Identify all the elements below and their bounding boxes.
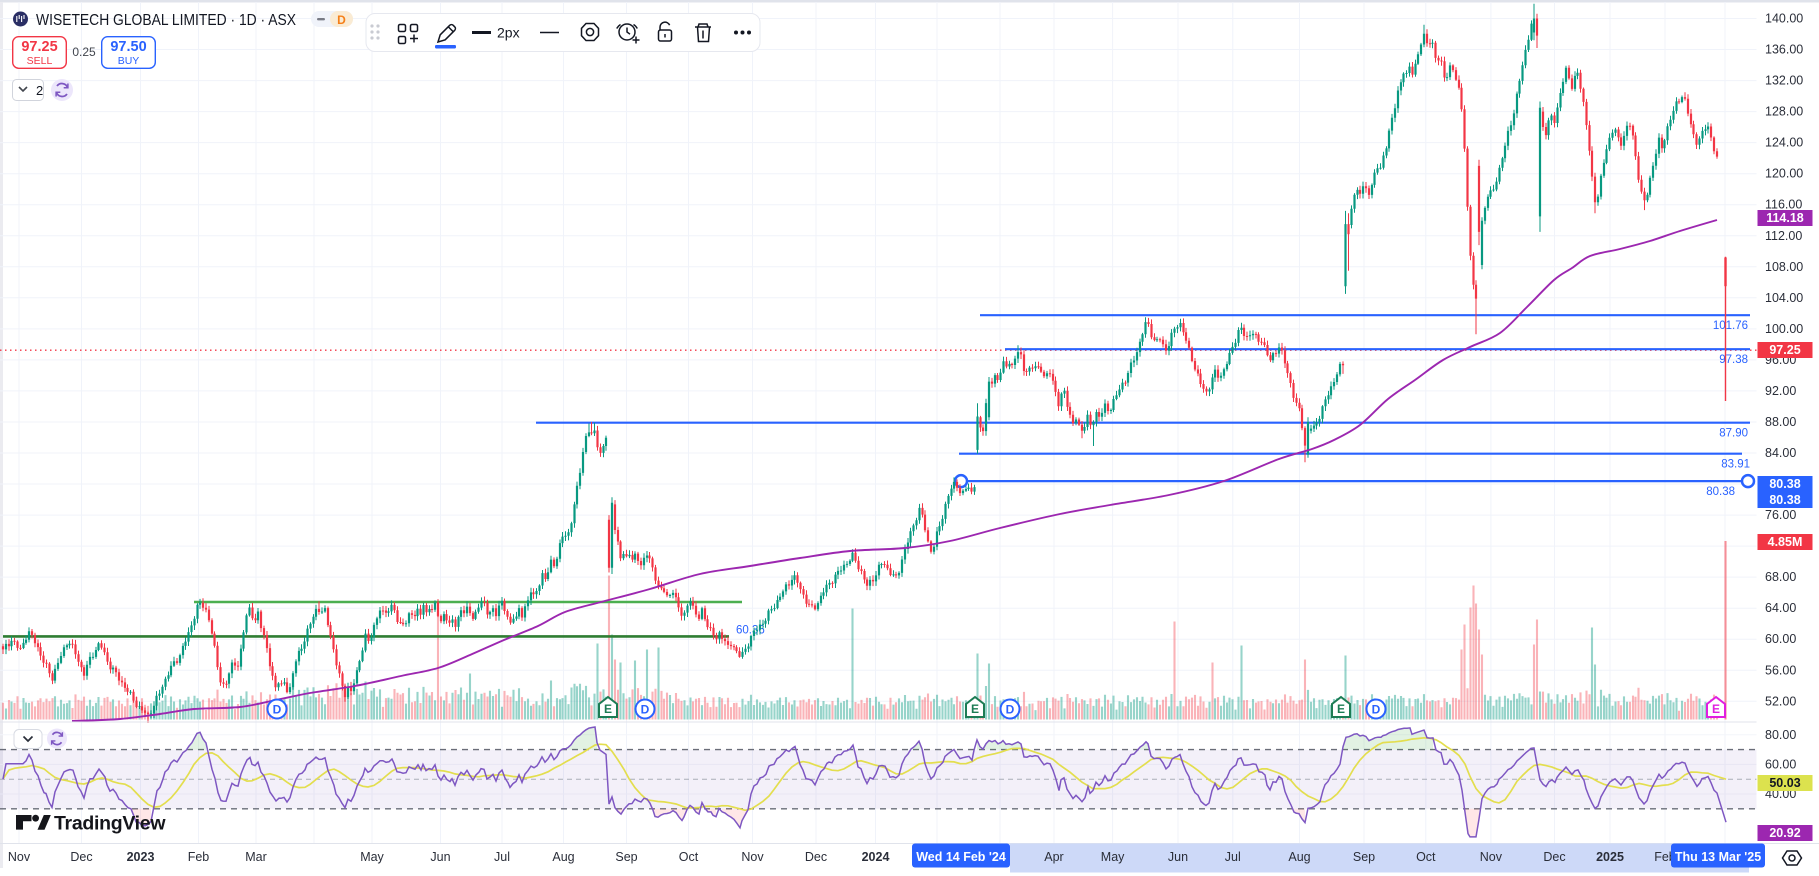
svg-text:May: May [360,850,384,864]
svg-text:2025: 2025 [1596,850,1624,864]
svg-text:88.00: 88.00 [1765,415,1796,429]
svg-text:4.85M: 4.85M [1768,535,1803,549]
svg-text:Sep: Sep [1353,850,1375,864]
svg-text:Dec: Dec [1543,850,1565,864]
svg-text:124.00: 124.00 [1765,136,1803,150]
svg-text:Jul: Jul [494,850,510,864]
svg-text:108.00: 108.00 [1765,260,1803,274]
svg-text:132.00: 132.00 [1765,74,1803,88]
svg-text:Feb: Feb [1654,850,1676,864]
svg-text:2: 2 [36,83,43,98]
svg-text:84.00: 84.00 [1765,446,1796,460]
svg-text:Nov: Nov [8,850,31,864]
svg-text:TradingView: TradingView [54,813,166,835]
svg-text:80.38: 80.38 [1769,477,1800,491]
svg-text:60.00: 60.00 [1765,757,1796,771]
svg-text:May: May [1101,850,1125,864]
svg-text:Dec: Dec [805,850,827,864]
svg-text:50.03: 50.03 [1769,776,1800,790]
svg-text:D: D [273,703,282,717]
svg-text:BUY: BUY [118,55,140,67]
svg-text:136.00: 136.00 [1765,43,1803,57]
svg-text:92.00: 92.00 [1765,384,1796,398]
svg-text:Dec: Dec [70,850,92,864]
svg-text:Aug: Aug [1288,850,1310,864]
svg-text:80.38: 80.38 [1706,486,1735,498]
svg-text:Sep: Sep [615,850,637,864]
svg-text:97.25: 97.25 [21,39,57,55]
svg-text:Nov: Nov [1480,850,1503,864]
svg-text:Feb: Feb [188,850,210,864]
svg-text:114.18: 114.18 [1766,211,1804,225]
svg-text:Jun: Jun [430,850,450,864]
svg-text:0.25: 0.25 [72,45,96,59]
svg-text:D: D [1006,703,1015,717]
svg-text:Thu 13 Mar '25: Thu 13 Mar '25 [1675,850,1761,864]
svg-text:76.00: 76.00 [1765,508,1796,522]
svg-text:D: D [337,13,346,27]
svg-text:Mar: Mar [245,850,267,864]
svg-text:97.50: 97.50 [110,39,146,55]
svg-text:Apr: Apr [1044,850,1063,864]
svg-text:116.00: 116.00 [1765,198,1802,212]
svg-text:Oct: Oct [1416,850,1436,864]
svg-text:128.00: 128.00 [1765,105,1803,119]
svg-text:WISETECH GLOBAL LIMITED · 1D ·: WISETECH GLOBAL LIMITED · 1D · ASX [36,12,296,29]
svg-text:68.00: 68.00 [1765,570,1796,584]
svg-text:80.00: 80.00 [1765,728,1796,742]
svg-text:E: E [604,702,612,716]
svg-text:97.38: 97.38 [1719,354,1748,366]
svg-text:Jul: Jul [1225,850,1241,864]
svg-text:Oct: Oct [679,850,699,864]
svg-text:E: E [1337,702,1345,716]
svg-text:64.00: 64.00 [1765,601,1796,615]
svg-text:D: D [1372,703,1381,717]
svg-text:E: E [1712,702,1720,716]
svg-text:20.92: 20.92 [1769,826,1800,840]
svg-text:Wed 14 Feb '24: Wed 14 Feb '24 [916,850,1006,864]
svg-text:Aug: Aug [552,850,574,864]
svg-text:E: E [971,702,979,716]
svg-text:2px: 2px [497,25,520,41]
svg-text:SELL: SELL [27,55,53,67]
svg-text:101.76: 101.76 [1713,320,1748,332]
svg-text:80.38: 80.38 [1769,493,1800,507]
svg-text:60.36: 60.36 [736,624,765,636]
svg-text:140.00: 140.00 [1765,12,1803,26]
svg-text:83.91: 83.91 [1721,459,1750,471]
svg-text:100.00: 100.00 [1765,322,1803,336]
svg-text:60.00: 60.00 [1765,632,1796,646]
svg-text:2023: 2023 [127,850,155,864]
svg-text:56.00: 56.00 [1765,663,1796,677]
svg-text:120.00: 120.00 [1765,167,1803,181]
svg-text:Jun: Jun [1168,850,1188,864]
svg-text:97.25: 97.25 [1769,343,1800,357]
svg-text:104.00: 104.00 [1765,291,1803,305]
svg-text:52.00: 52.00 [1765,694,1796,708]
svg-text:87.90: 87.90 [1719,428,1748,440]
svg-text:112.00: 112.00 [1765,229,1802,243]
svg-text:D: D [641,703,650,717]
svg-text:Nov: Nov [741,850,764,864]
svg-text:2024: 2024 [862,850,890,864]
